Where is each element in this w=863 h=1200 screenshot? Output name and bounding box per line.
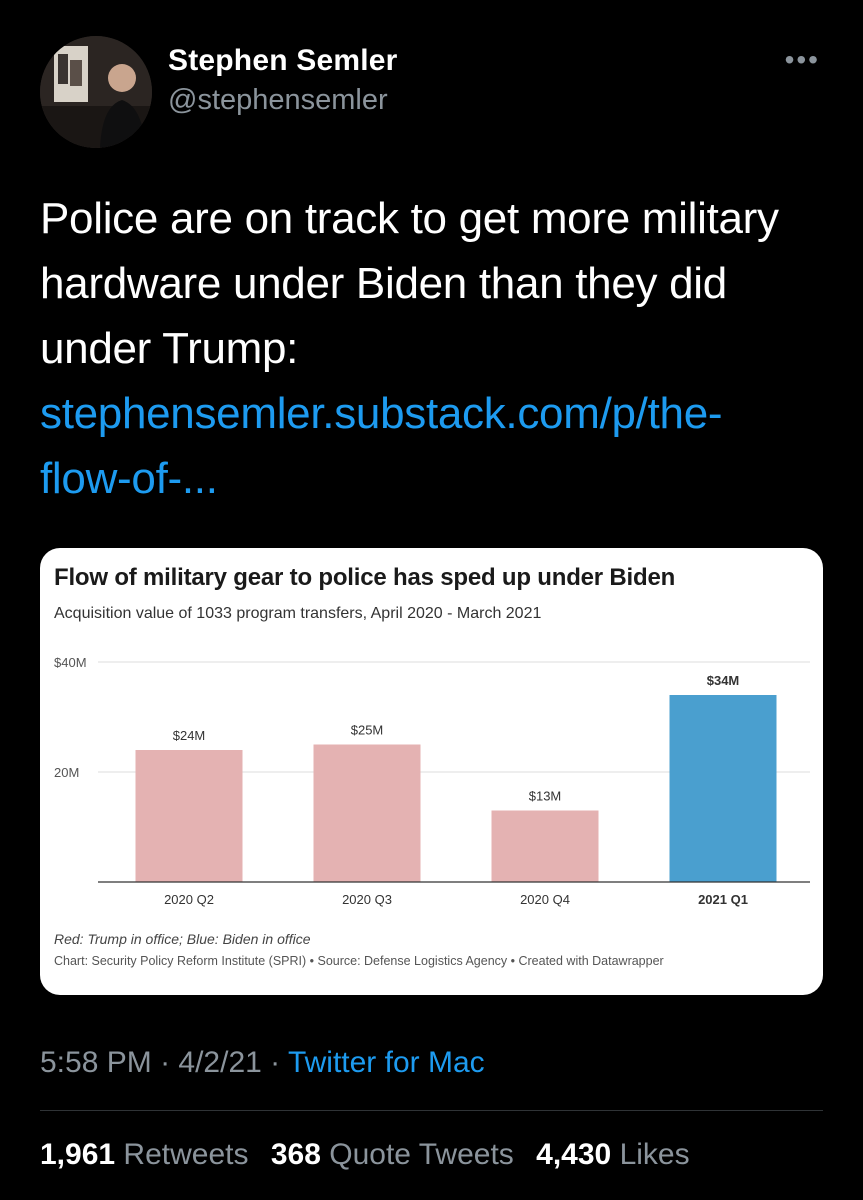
bar bbox=[669, 695, 777, 882]
bar-data-label: $34M bbox=[707, 673, 740, 688]
likes-count: 4,430 bbox=[536, 1138, 612, 1171]
chart-note: Red: Trump in office; Blue: Biden in off… bbox=[54, 931, 311, 947]
tweet-link-line[interactable]: flow-of-... bbox=[40, 454, 218, 503]
tweet-header: Stephen Semler @stephensemler ••• bbox=[40, 36, 830, 148]
x-tick-label: 2021 Q1 bbox=[698, 892, 748, 907]
bar-data-label: $24M bbox=[173, 728, 206, 743]
bar-data-label: $25M bbox=[351, 723, 384, 738]
author-name[interactable]: Stephen Semler bbox=[168, 44, 398, 77]
tweet-time: 5:58 PM bbox=[40, 1046, 152, 1079]
retweets-label: Retweets bbox=[123, 1138, 249, 1171]
bar bbox=[135, 750, 243, 882]
retweets-count: 1,961 bbox=[40, 1138, 116, 1171]
meta-separator: · bbox=[151, 1046, 179, 1079]
y-tick-label: $40M bbox=[54, 655, 87, 670]
tweet-meta: 5:58 PM · 4/2/21 · Twitter for Mac bbox=[40, 1046, 485, 1080]
avatar[interactable] bbox=[40, 36, 152, 148]
quote-tweets-count: 368 bbox=[270, 1138, 321, 1171]
tweet-stats: 1,961 Retweets 368 Quote Tweets 4,430 Li… bbox=[40, 1138, 690, 1172]
tweet-source-link[interactable]: Twitter for Mac bbox=[287, 1046, 485, 1079]
more-options-icon[interactable]: ••• bbox=[784, 44, 820, 75]
x-tick-label: 2020 Q4 bbox=[520, 892, 570, 907]
likes-stat[interactable]: 4,430 Likes bbox=[536, 1138, 689, 1171]
tweet-text-line: Police are on track to get more military bbox=[40, 194, 779, 243]
bar-chart: 20M $40M $24M 2020 Q2 $25M 2020 Q3 $13M 2020 Q4… bbox=[54, 655, 810, 907]
bar bbox=[491, 810, 599, 882]
tweet-link[interactable]: stephensemler.substack.com/p/the- flow-o… bbox=[40, 381, 830, 511]
likes-label: Likes bbox=[619, 1138, 690, 1171]
quote-tweets-label: Quote Tweets bbox=[329, 1138, 514, 1171]
chart-credit: Chart: Security Policy Reform Institute … bbox=[54, 954, 664, 968]
divider bbox=[40, 1110, 823, 1111]
tweet-text-line: under Trump: bbox=[40, 324, 299, 373]
x-tick-label: 2020 Q2 bbox=[164, 892, 214, 907]
chart-image-card[interactable]: Flow of military gear to police has sped… bbox=[40, 548, 823, 995]
bar bbox=[313, 744, 421, 882]
x-tick-label: 2020 Q3 bbox=[342, 892, 392, 907]
bar-data-label: $13M bbox=[529, 789, 562, 804]
tweet-date[interactable]: 4/2/21 bbox=[178, 1046, 262, 1079]
tweet-text-line: hardware under Biden than they did bbox=[40, 259, 727, 308]
retweets-stat[interactable]: 1,961 Retweets bbox=[40, 1138, 248, 1171]
chart-subtitle: Acquisition value of 1033 program transf… bbox=[54, 605, 542, 622]
avatar-photo bbox=[40, 36, 152, 148]
tweet-link-line[interactable]: stephensemler.substack.com/p/the- bbox=[40, 389, 723, 438]
tweet-body: Police are on track to get more military… bbox=[40, 186, 830, 511]
y-tick-label: 20M bbox=[54, 765, 79, 780]
chart-title: Flow of military gear to police has sped… bbox=[54, 564, 676, 591]
meta-separator: · bbox=[261, 1046, 288, 1079]
quote-tweets-stat[interactable]: 368 Quote Tweets bbox=[271, 1138, 514, 1171]
author-handle[interactable]: @stephensemler bbox=[168, 84, 388, 116]
